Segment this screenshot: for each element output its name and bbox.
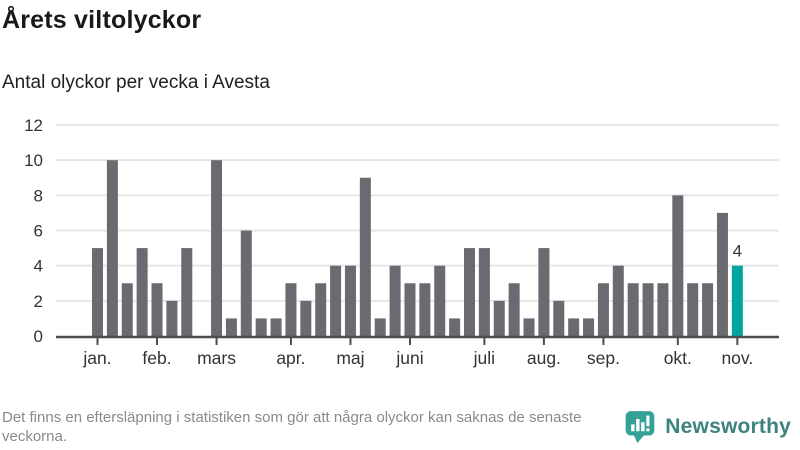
logo-exclamation-dot xyxy=(646,428,650,432)
x-axis-tick-label: apr. xyxy=(276,348,305,368)
x-axis-tick-label: juni xyxy=(395,348,423,368)
x-axis-tick-label: feb. xyxy=(142,348,171,368)
bar xyxy=(374,318,386,336)
bar xyxy=(166,300,178,336)
bar xyxy=(702,283,714,336)
bar xyxy=(92,248,103,336)
bar xyxy=(478,248,490,336)
bar xyxy=(181,248,193,336)
logo-bar-medium xyxy=(641,422,645,432)
bar xyxy=(151,283,163,336)
bar xyxy=(612,265,624,336)
bar xyxy=(642,283,654,336)
bar xyxy=(330,265,342,336)
bar xyxy=(568,318,580,336)
bar xyxy=(493,300,505,336)
bar xyxy=(315,283,327,336)
bar xyxy=(538,248,550,336)
x-axis-tick-label: mars xyxy=(197,348,236,368)
bar xyxy=(553,300,565,336)
bar xyxy=(300,300,312,336)
bar xyxy=(464,248,475,336)
bar xyxy=(225,318,237,336)
y-axis-tick-label: 8 xyxy=(34,186,43,205)
bar xyxy=(434,265,446,336)
bar xyxy=(270,318,282,336)
bar xyxy=(136,248,148,336)
x-axis-tick-label: nov. xyxy=(721,348,753,368)
y-axis-tick-label: 0 xyxy=(34,327,43,346)
bar xyxy=(359,177,371,336)
bar xyxy=(583,318,595,336)
bar xyxy=(389,265,401,336)
x-axis-tick-label: jan. xyxy=(82,348,111,368)
bar xyxy=(240,230,252,336)
bar xyxy=(687,283,699,336)
bar xyxy=(211,160,223,336)
footnote: Det finns en eftersläpning i statistiken… xyxy=(2,409,582,445)
bar xyxy=(627,283,639,336)
x-axis-tick-label: okt. xyxy=(664,348,692,368)
x-axis-tick-label: aug. xyxy=(527,348,561,368)
bar xyxy=(657,283,669,336)
bar xyxy=(255,318,267,336)
bar xyxy=(508,283,520,336)
bar xyxy=(597,283,609,336)
x-axis-tick-label: maj xyxy=(336,348,364,368)
bar-chart-speech-bubble-icon xyxy=(625,411,655,443)
x-axis-tick-label: juli xyxy=(473,348,495,368)
bar xyxy=(449,318,461,336)
y-axis-tick-label: 6 xyxy=(34,222,43,241)
bar xyxy=(121,283,133,336)
logo-bar-tall xyxy=(636,419,640,432)
y-axis-tick-label: 10 xyxy=(24,151,43,170)
y-axis-tick-label: 2 xyxy=(34,292,43,311)
y-axis-tick-label: 4 xyxy=(34,257,43,276)
x-axis-tick-label: sep. xyxy=(587,348,620,368)
newsworthy-logo: Newsworthy xyxy=(624,410,791,444)
bar xyxy=(523,318,535,336)
logo-bar-small xyxy=(631,424,635,432)
logo-exclamation-bar xyxy=(646,415,650,427)
bar xyxy=(285,283,297,336)
newsworthy-wordmark: Newsworthy xyxy=(665,415,791,438)
y-axis-tick-label: 12 xyxy=(24,116,43,135)
highlighted-bar xyxy=(731,265,743,336)
bar xyxy=(716,212,728,336)
highlight-value-label: 4 xyxy=(733,242,742,261)
chart-title: Årets viltolyckor xyxy=(2,6,202,34)
chart-subtitle: Antal olyckor per vecka i Avesta xyxy=(2,72,270,93)
bar xyxy=(419,283,431,336)
bar xyxy=(404,283,416,336)
bar xyxy=(344,265,356,336)
bar xyxy=(672,195,684,336)
bar xyxy=(106,160,118,336)
